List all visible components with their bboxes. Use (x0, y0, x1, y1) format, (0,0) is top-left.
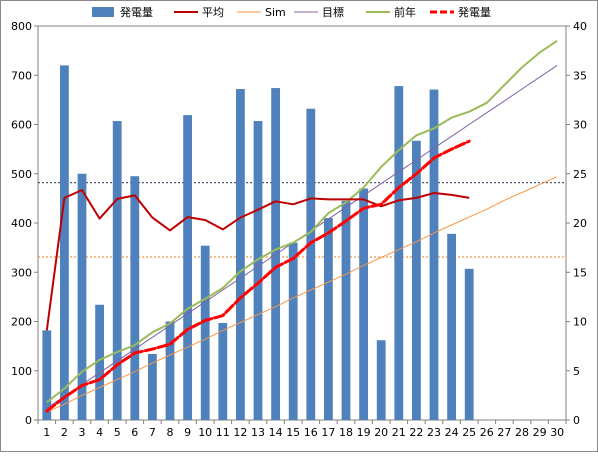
left-axis-tick-label: 500 (11, 168, 32, 181)
x-axis-tick-label: 24 (445, 426, 459, 439)
x-axis-tick-label: 8 (167, 426, 174, 439)
x-axis-tick-label: 16 (304, 426, 318, 439)
x-axis-tick-label: 11 (216, 426, 230, 439)
left-axis-tick-label: 700 (11, 69, 32, 82)
plot-area (37, 25, 567, 421)
right-axis-tick-label: 5 (573, 365, 580, 378)
legend-item-daily: 発電量 (92, 5, 153, 19)
legend-item-prev_year: 前年 (366, 5, 416, 19)
x-axis-tick-label: 13 (251, 426, 265, 439)
x-axis-tick-label: 20 (374, 426, 388, 439)
x-axis-tick-label: 22 (409, 426, 423, 439)
x-axis-tick-label: 6 (131, 426, 138, 439)
bar-day-2 (60, 65, 69, 421)
x-axis-tick-label: 7 (149, 426, 156, 439)
x-axis-tick-label: 29 (533, 426, 547, 439)
bar-day-18 (341, 200, 351, 420)
right-axis-tick-label: 30 (573, 119, 587, 132)
bar-day-1 (42, 330, 52, 420)
right-axis-tick-label: 40 (573, 20, 587, 33)
series-line-prev_year (46, 39, 558, 404)
bar-day-15 (288, 242, 298, 420)
legend-label: 発電量 (120, 5, 153, 19)
bar-day-23 (429, 89, 439, 420)
bar-day-16 (306, 108, 316, 421)
right-axis-tick-label: 0 (573, 414, 580, 427)
x-axis-tick-label: 5 (114, 426, 121, 439)
right-axis-tick-label: 15 (573, 266, 587, 279)
bar-day-4 (95, 304, 104, 420)
bar-day-20 (376, 340, 386, 420)
bar-day-7 (148, 354, 157, 420)
left-axis-tick-label: 200 (11, 316, 32, 329)
x-axis-tick-label: 28 (515, 426, 529, 439)
bar-day-13 (253, 121, 263, 421)
legend-label: 前年 (394, 5, 416, 19)
legend-label: Sim (265, 6, 286, 19)
bar-day-24 (447, 233, 456, 420)
bar-day-3 (77, 173, 87, 420)
bar-day-12 (236, 89, 245, 420)
x-axis-tick-label: 27 (497, 426, 511, 439)
x-axis-tick-label: 4 (96, 426, 103, 439)
bar-day-21 (394, 86, 404, 421)
series-line-average (45, 189, 470, 331)
left-axis-tick-label: 0 (25, 414, 32, 427)
x-axis-tick-label: 3 (79, 426, 86, 439)
legend-label: 発電量 (458, 5, 491, 19)
bar-day-19 (359, 188, 368, 420)
left-axis-tick-label: 600 (11, 119, 32, 132)
x-axis-tick-label: 12 (233, 426, 247, 439)
x-axis-tick-label: 14 (269, 426, 283, 439)
x-axis-tick-label: 10 (198, 426, 212, 439)
bar-day-10 (200, 245, 210, 420)
legend-label: 平均 (202, 6, 224, 19)
x-axis-tick-label: 15 (286, 426, 300, 439)
x-axis-tick-label: 26 (480, 426, 494, 439)
x-axis-tick-label: 25 (462, 426, 476, 439)
legend-swatch (92, 7, 114, 17)
bar-day-8 (165, 321, 175, 420)
bar-day-11 (218, 322, 228, 420)
legend-item-target: 目標 (294, 5, 344, 19)
bar-day-5 (112, 121, 122, 421)
legend-label: 目標 (322, 5, 344, 19)
series-line-cumulative (45, 139, 471, 413)
bar-day-22 (412, 140, 421, 420)
right-axis-tick-label: 35 (573, 69, 587, 82)
left-axis-tick-label: 400 (11, 217, 32, 230)
x-axis-tick-label: 23 (427, 426, 441, 439)
left-axis-tick-label: 300 (11, 266, 32, 279)
x-axis-tick-label: 1 (43, 426, 50, 439)
x-axis-tick-label: 30 (550, 426, 564, 439)
legend-item-cumulative: 発電量 (430, 5, 491, 19)
legend-item-sim: Sim (237, 6, 286, 19)
bar-day-25 (464, 268, 474, 420)
right-axis-tick-label: 25 (573, 168, 587, 181)
x-axis-tick-label: 18 (339, 426, 353, 439)
series-line-sim (46, 176, 558, 413)
x-axis-tick-label: 19 (357, 426, 371, 439)
left-axis-tick-label: 800 (11, 20, 32, 33)
x-axis-tick-label: 21 (392, 426, 406, 439)
bar-day-9 (183, 115, 192, 420)
legend-item-average: 平均 (174, 6, 224, 19)
x-axis-tick-label: 17 (321, 426, 335, 439)
left-axis-tick-label: 100 (11, 365, 32, 378)
x-axis-tick-label: 9 (184, 426, 191, 439)
right-axis-tick-label: 10 (573, 316, 587, 329)
bar-day-17 (324, 218, 333, 420)
bar-day-6 (130, 176, 140, 420)
x-axis-tick-label: 2 (61, 426, 68, 439)
right-axis-tick-label: 20 (573, 217, 587, 230)
